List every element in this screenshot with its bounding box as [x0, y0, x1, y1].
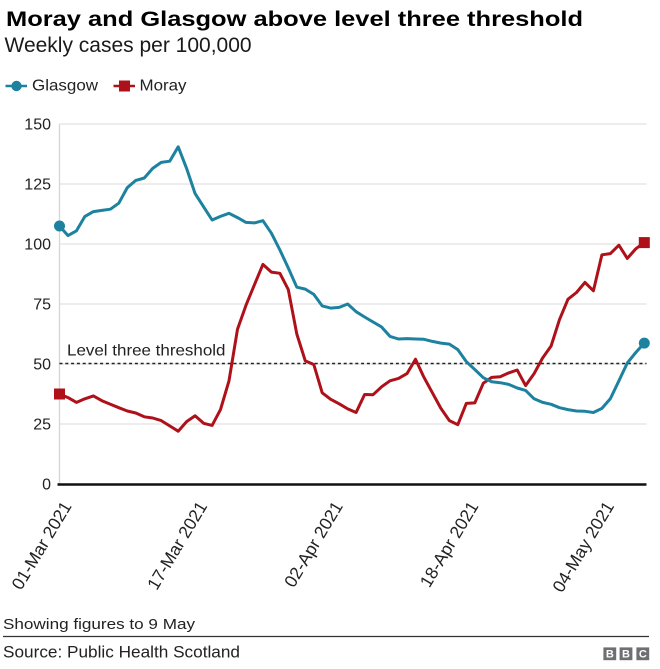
svg-text:Moray and Glasgow above level: Moray and Glasgow above level three thre… — [6, 8, 583, 31]
svg-text:Source: Public Health Scotland: Source: Public Health Scotland — [3, 644, 240, 662]
svg-text:Moray: Moray — [140, 78, 187, 95]
svg-text:125: 125 — [24, 177, 51, 194]
svg-text:C: C — [639, 649, 647, 661]
svg-text:Level three threshold: Level three threshold — [67, 343, 225, 360]
svg-text:04-May 2021: 04-May 2021 — [548, 498, 618, 596]
svg-text:B: B — [622, 649, 630, 661]
svg-text:02-Apr 2021: 02-Apr 2021 — [280, 498, 347, 591]
svg-text:01-Mar 2021: 01-Mar 2021 — [7, 498, 75, 593]
svg-text:100: 100 — [24, 237, 51, 254]
svg-text:Weekly cases per 100,000: Weekly cases per 100,000 — [5, 34, 252, 57]
svg-text:25: 25 — [33, 417, 51, 434]
svg-text:150: 150 — [24, 117, 51, 134]
svg-text:Showing figures to 9 May: Showing figures to 9 May — [3, 616, 196, 633]
svg-text:0: 0 — [42, 477, 51, 494]
svg-text:Glasgow: Glasgow — [32, 78, 98, 95]
svg-text:18-Apr 2021: 18-Apr 2021 — [416, 498, 483, 591]
svg-text:17-Mar 2021: 17-Mar 2021 — [143, 498, 211, 593]
svg-text:B: B — [606, 649, 614, 661]
svg-text:50: 50 — [33, 357, 51, 374]
svg-text:75: 75 — [33, 297, 51, 314]
